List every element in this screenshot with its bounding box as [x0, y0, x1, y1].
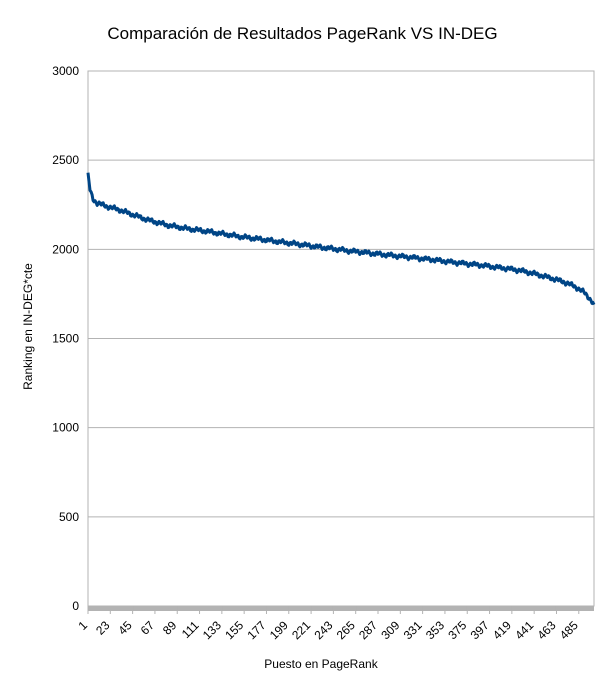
- x-tick-label: 89: [160, 618, 180, 638]
- x-tick-label: 221: [289, 618, 313, 642]
- x-tick-label: 67: [138, 618, 158, 638]
- y-tick-label: 3000: [52, 64, 79, 78]
- y-tick-label: 1500: [52, 332, 79, 346]
- y-tick-label: 0: [72, 599, 79, 613]
- x-axis-label: Puesto en PageRank: [264, 657, 378, 671]
- x-tick-label: 287: [356, 618, 380, 642]
- y-tick-label: 1000: [52, 421, 79, 435]
- x-tick-label: 463: [535, 618, 559, 642]
- x-tick-label: 375: [445, 618, 469, 642]
- x-tick-label: 133: [200, 618, 224, 642]
- x-tick-label: 1: [75, 618, 90, 633]
- x-tick-label: 199: [267, 618, 291, 642]
- x-tick-label: 111: [179, 618, 202, 641]
- y-axis-label: Ranking en IN-DEG*cte: [21, 263, 35, 390]
- x-tick-label: 309: [378, 618, 402, 642]
- y-tick-label: 500: [59, 510, 79, 524]
- x-tick-label: 441: [512, 618, 536, 642]
- x-tick-label: 177: [245, 618, 269, 642]
- x-axis-ticks: [88, 606, 594, 611]
- x-tick-label: 353: [423, 618, 447, 642]
- x-tick-label: 419: [490, 618, 514, 642]
- x-tick-label: 265: [334, 618, 358, 642]
- x-tick-label: 23: [93, 618, 113, 638]
- x-tick-label: 45: [115, 618, 135, 638]
- x-tick-label: 155: [222, 618, 246, 642]
- chart-title: Comparación de Resultados PageRank VS IN…: [107, 24, 498, 43]
- x-tick-label: 397: [468, 618, 492, 642]
- series-line: [86, 172, 596, 306]
- x-tick-label: 243: [311, 618, 335, 642]
- x-tick-label: 331: [401, 618, 425, 642]
- y-tick-label: 2000: [52, 242, 79, 256]
- x-tick-label: 485: [557, 618, 581, 642]
- y-tick-label: 2500: [52, 153, 79, 167]
